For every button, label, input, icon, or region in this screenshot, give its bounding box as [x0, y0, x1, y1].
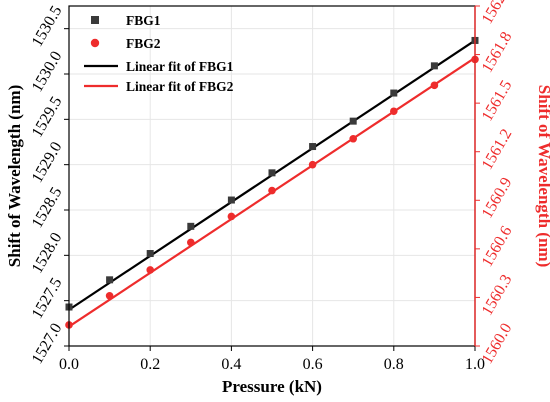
y-left-tick-label: 1530.0 [29, 48, 66, 95]
y-right-tick-label: 1561.2 [479, 126, 516, 173]
y-right-tick-label: 1561.8 [479, 29, 516, 76]
y-left-tick-label: 1529.5 [29, 94, 66, 141]
y-right-tick-label: 1560.0 [479, 320, 516, 367]
x-tick-label: 0.0 [59, 356, 79, 373]
y-left-tick-label: 1528.0 [29, 230, 66, 277]
y-left-tick-label: 1528.5 [29, 184, 66, 231]
fbg2-point [390, 107, 398, 116]
fbg2-point [349, 134, 358, 143]
right-y-axis-title: Shift of Wavelength (nm) [535, 85, 550, 267]
x-tick-label: 0.4 [221, 356, 241, 373]
grid [68, 6, 476, 347]
fbg1-point [309, 143, 317, 151]
fbg1-point [268, 169, 276, 177]
fbg2-point [146, 266, 154, 274]
y-right-tick-label: 1560.9 [479, 175, 516, 222]
fbg2-point [268, 186, 276, 195]
legend-label-fit1: Linear fit of FBG1 [126, 59, 234, 74]
fbg1-point [106, 276, 114, 284]
fbg2-point [105, 292, 114, 300]
left-y-axis-title: Shift of Wavelength (nm) [5, 85, 24, 267]
fbg2-point [227, 212, 236, 221]
y-right-tick-label: 1561.5 [479, 78, 516, 125]
fbg1-point [187, 222, 195, 230]
fbg1-point [430, 62, 438, 70]
fbg1-point [227, 196, 235, 204]
y-right-tick-label: 1562.1 [479, 0, 516, 27]
x-axis-ticks: 0.0 0.2 0.4 0.6 0.8 1.0 [59, 346, 485, 373]
y-left-tick-label: 1529.0 [29, 139, 66, 186]
legend-label-fit2: Linear fit of FBG2 [126, 79, 234, 94]
fbg2-point [308, 160, 317, 169]
x-axis-title: Pressure (kN) [222, 377, 322, 396]
y-left-tick-label: 1530.5 [29, 3, 66, 50]
fbg1-point [146, 250, 154, 258]
legend-marker-fbg2 [90, 38, 100, 48]
y-right-tick-label: 1560.3 [479, 272, 516, 319]
legend-marker-fbg1 [91, 16, 99, 24]
x-tick-label: 0.8 [384, 356, 404, 373]
right-y-axis-ticks: 1560.01560.31560.61560.91561.21561.51561… [475, 0, 515, 367]
fbg1-point [390, 89, 398, 97]
legend: FBG1 FBG2 Linear fit of FBG1 Linear fit … [84, 13, 234, 94]
y-right-tick-label: 1560.6 [479, 223, 516, 270]
fbg2-point [430, 81, 439, 90]
fbg1-point [349, 117, 357, 125]
fbg2-point [187, 238, 195, 247]
left-y-axis-ticks: 1527.01527.51528.01528.51529.01529.51530… [29, 3, 69, 367]
legend-label-fbg1: FBG1 [126, 13, 161, 28]
x-tick-label: 0.2 [140, 356, 160, 373]
y-left-tick-label: 1527.5 [29, 275, 66, 322]
x-tick-label: 0.6 [303, 356, 323, 373]
x-tick-label: 1.0 [465, 356, 485, 373]
legend-label-fbg2: FBG2 [126, 36, 161, 51]
